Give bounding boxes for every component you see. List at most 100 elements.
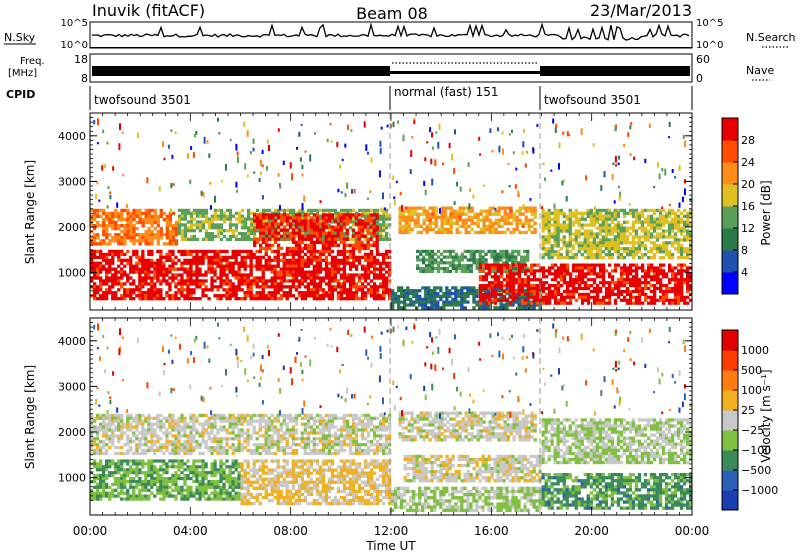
range-cell-1-0 xyxy=(108,497,112,501)
range-cell-0-0 xyxy=(111,255,115,259)
range-cell-0-8 xyxy=(562,235,566,239)
range-cell-0-3 xyxy=(294,216,299,220)
range-cell-0-6 xyxy=(529,292,533,296)
range-cell-0-0 xyxy=(189,261,193,265)
range-cell-0-0 xyxy=(186,270,190,274)
range-cell-0-7 xyxy=(625,269,630,273)
range-cell-0-4 xyxy=(497,206,501,210)
range-cell-0-8 xyxy=(595,250,599,254)
range-cell-0-0 xyxy=(105,294,109,298)
range-cell-0-0 xyxy=(385,279,389,283)
range-cell-0-7 xyxy=(529,284,534,288)
range-cell-0-0 xyxy=(252,282,256,286)
range-cell-0-8 xyxy=(640,229,645,233)
range-cell-0-3 xyxy=(294,246,299,251)
range-cell-0-8 xyxy=(655,220,660,224)
range-cell-0-8 xyxy=(589,250,593,254)
range-cell-0-8 xyxy=(577,211,581,215)
range-cell-0-0 xyxy=(249,279,253,283)
range-cell-0-3 xyxy=(339,213,343,217)
range-cell-0-3 xyxy=(262,246,266,251)
range-cell-0-2 xyxy=(282,211,287,215)
range-cell-0-0 xyxy=(348,291,353,295)
range-cell-0-2 xyxy=(180,232,185,236)
range-cell-0-3 xyxy=(297,243,302,247)
range-cell-0-2 xyxy=(376,211,380,215)
range-cell-0-0 xyxy=(282,261,286,265)
scatter-echo-0 xyxy=(351,189,353,194)
range-cell-0-7 xyxy=(544,281,549,285)
range-cell-0-5 xyxy=(466,264,470,268)
range-cell-0-7 xyxy=(653,266,657,270)
scatter-echo-0 xyxy=(501,190,504,194)
range-cell-0-8 xyxy=(616,241,621,245)
range-cell-0-1 xyxy=(171,236,175,240)
range-cell-0-6 xyxy=(523,289,527,293)
range-cell-0-2 xyxy=(273,217,278,221)
range-cell-0-0 xyxy=(385,291,389,295)
range-cell-0-4 xyxy=(431,206,435,210)
range-cell-0-0 xyxy=(336,261,341,265)
range-cell-0-7 xyxy=(502,298,507,302)
range-cell-0-0 xyxy=(282,279,286,283)
range-cell-0-6 xyxy=(478,306,482,310)
range-cell-0-1 xyxy=(165,233,169,237)
range-cell-0-0 xyxy=(333,255,338,259)
range-cell-0-8 xyxy=(655,226,660,230)
range-cell-0-7 xyxy=(631,301,636,305)
range-cell-0-8 xyxy=(547,226,551,230)
range-cell-0-0 xyxy=(171,276,175,280)
range-cell-0-0 xyxy=(177,279,181,283)
range-cell-0-8 xyxy=(683,229,687,233)
range-cell-0-5 xyxy=(490,255,494,259)
range-cell-0-3 xyxy=(369,231,373,235)
range-cell-0-8 xyxy=(541,256,545,260)
range-cell-0-2 xyxy=(249,220,254,224)
range-cell-0-8 xyxy=(547,241,551,245)
range-cell-0-0 xyxy=(382,282,386,286)
range-cell-0-0 xyxy=(369,252,374,257)
range-cell-0-8 xyxy=(541,208,545,213)
range-cell-0-4 xyxy=(485,218,489,222)
range-cell-0-3 xyxy=(259,231,263,235)
range-cell-0-0 xyxy=(385,270,389,274)
range-cell-0-3 xyxy=(309,234,314,238)
range-cell-0-5 xyxy=(445,266,450,271)
range-cell-0-2 xyxy=(204,217,209,221)
range-cell-0-0 xyxy=(363,255,368,259)
range-cell-0-8 xyxy=(613,208,617,213)
range-cell-0-0 xyxy=(93,288,97,292)
range-cell-0-8 xyxy=(580,214,584,218)
range-cell-0-8 xyxy=(577,241,581,245)
range-cell-0-8 xyxy=(683,214,687,218)
range-cell-0-0 xyxy=(306,285,310,289)
range-cell-0-8 xyxy=(670,211,675,215)
range-cell-0-8 xyxy=(580,244,584,248)
range-cell-0-4 xyxy=(434,215,438,219)
range-cell-0-2 xyxy=(219,226,224,230)
range-cell-0-0 xyxy=(117,282,121,286)
range-cell-0-6 xyxy=(403,292,407,296)
range-cell-0-0 xyxy=(300,279,304,283)
range-cell-0-0 xyxy=(324,291,329,295)
range-cell-0-1 xyxy=(159,236,163,240)
range-cell-0-3 xyxy=(268,213,272,217)
range-cell-0-1 xyxy=(96,214,100,219)
range-cell-0-0 xyxy=(141,279,145,283)
range-cell-0-7 xyxy=(541,269,546,273)
range-cell-0-6 xyxy=(412,289,416,293)
range-cell-0-3 xyxy=(363,243,367,247)
range-cell-0-7 xyxy=(484,292,489,296)
range-cell-0-7 xyxy=(499,272,504,276)
range-cell-0-1 xyxy=(129,224,133,228)
range-cell-0-0 xyxy=(291,264,295,268)
range-cell-0-8 xyxy=(655,250,660,254)
range-cell-0-4 xyxy=(491,227,495,232)
range-cell-0-0 xyxy=(132,297,136,301)
range-cell-1-0 xyxy=(99,465,103,469)
range-cell-0-0 xyxy=(366,252,371,257)
range-cell-0-0 xyxy=(219,294,223,298)
range-cell-0-4 xyxy=(443,221,447,225)
scatter-echo-0 xyxy=(369,190,372,194)
scatter-echo-0 xyxy=(619,191,622,198)
